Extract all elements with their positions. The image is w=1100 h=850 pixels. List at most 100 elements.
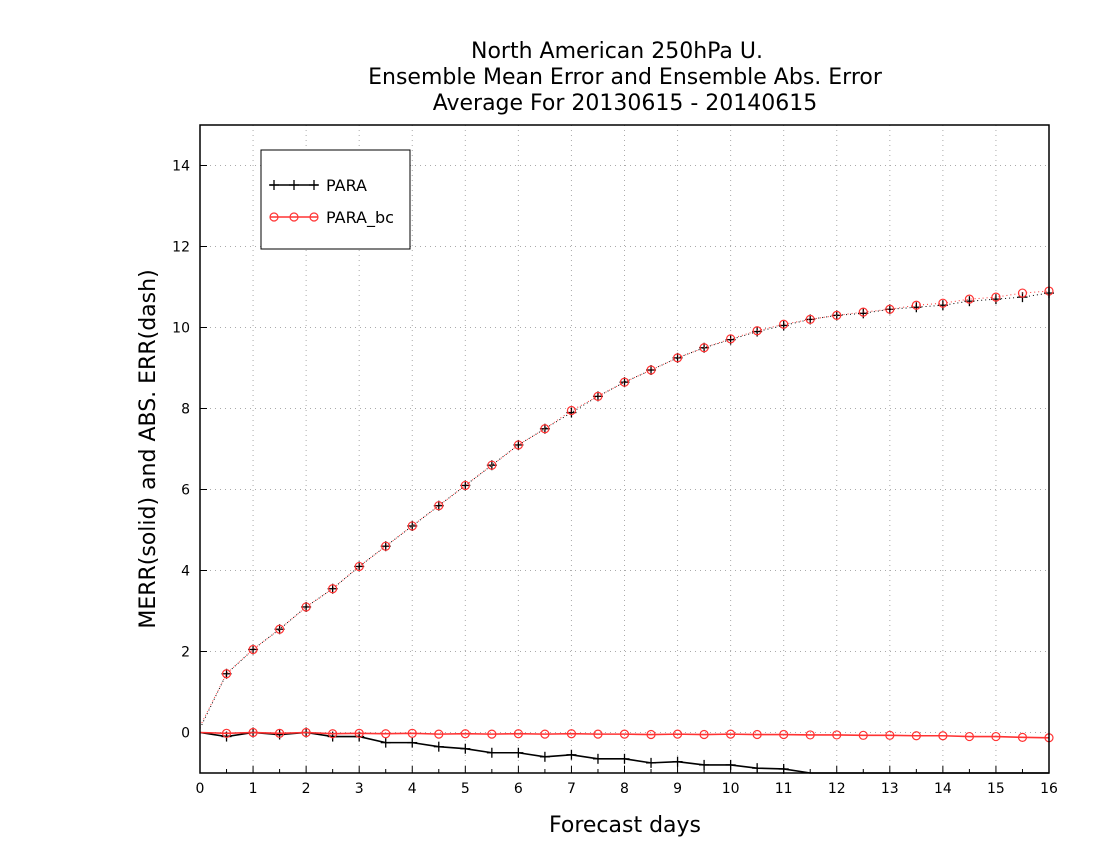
x-tick-label: 15: [987, 781, 1005, 797]
point-para-bc-abs-err: [832, 310, 842, 320]
point-para-merr: [752, 763, 763, 774]
point-para-bc-merr: [964, 731, 975, 742]
point-para-abs-err: [354, 561, 365, 572]
point-para-bc-merr: [1017, 732, 1028, 742]
plot-frame: [199, 124, 1050, 774]
point-para-bc-abs-err: [858, 307, 868, 317]
point-para-bc-abs-err: [566, 405, 577, 416]
x-tick-label: 4: [408, 781, 417, 797]
point-para-bc-merr: [726, 729, 736, 739]
point-para-bc-abs-err: [593, 391, 603, 401]
legend: PARA PARA_bc: [260, 149, 411, 250]
point-para-abs-err: [460, 480, 471, 491]
x-tick-label: 8: [620, 781, 629, 797]
point-para-abs-err: [805, 314, 816, 325]
x-axis-label: Forecast days: [549, 813, 701, 838]
point-para-abs-err: [592, 391, 603, 402]
point-para-bc-abs-err: [221, 669, 232, 679]
point-para-bc-abs-err: [752, 326, 762, 336]
point-para-merr: [380, 737, 391, 748]
point-para-abs-err: [301, 601, 312, 612]
series-para-bc-abs-err-line: [199, 290, 1050, 727]
point-para-bc-abs-err: [1017, 288, 1028, 298]
point-para-bc-merr: [938, 731, 948, 741]
y-axis-label: MERR(solid) and ABS. ERR(dash): [136, 269, 161, 628]
point-para-merr: [486, 747, 497, 758]
point-para-bc-abs-err: [487, 460, 497, 470]
point-para-bc-merr: [566, 729, 577, 739]
x-tick-label: 7: [567, 781, 576, 797]
point-para-bc-abs-err: [938, 298, 948, 308]
legend-label-para-bc: PARA_bc: [326, 208, 394, 228]
point-para-bc-abs-err: [301, 602, 311, 612]
point-para-merr: [407, 737, 418, 748]
point-para-bc-abs-err: [434, 501, 444, 511]
point-para-bc-abs-err: [964, 294, 975, 304]
x-tick-label: 9: [673, 781, 682, 797]
point-para-abs-err: [513, 439, 524, 450]
point-para-bc-merr: [513, 729, 523, 739]
series-para-abs-err-line: [199, 292, 1050, 729]
legend-box: [260, 149, 411, 250]
x-tick-label: 14: [934, 781, 952, 797]
chart-title-line-2: Ensemble Mean Error and Ensemble Abs. Er…: [368, 65, 883, 90]
point-para-merr: [460, 743, 471, 754]
point-para-bc-merr: [646, 729, 656, 740]
point-para-merr: [699, 759, 710, 770]
point-para-bc-abs-err: [460, 480, 470, 491]
x-tick-label: 11: [775, 781, 793, 797]
point-para-bc-merr: [248, 727, 258, 738]
point-para-abs-err: [327, 583, 338, 594]
point-para-bc-abs-err: [619, 377, 630, 387]
y-tick-label: 0: [181, 726, 190, 742]
point-para-bc-abs-err: [805, 314, 815, 324]
point-para-abs-err: [646, 365, 657, 376]
point-para-bc-merr: [593, 729, 603, 739]
y-tick-label: 8: [181, 402, 190, 418]
x-tick-label: 12: [828, 781, 846, 797]
x-tick-label: 1: [249, 781, 258, 797]
point-para-merr: [566, 749, 577, 760]
point-para-bc-abs-err: [646, 365, 656, 375]
y-tick-label: 14: [172, 159, 190, 175]
point-para-bc-merr: [407, 728, 417, 738]
point-para-abs-err: [433, 500, 444, 511]
x-tick-label: 2: [302, 781, 311, 797]
point-para-bc-abs-err: [274, 624, 285, 634]
point-para-bc-merr: [328, 729, 338, 739]
y-tick-label: 12: [172, 240, 190, 256]
grid: [200, 125, 1049, 773]
point-para-merr: [725, 759, 736, 770]
legend-marker-para-bc: [269, 212, 279, 222]
legend-marker-para: [269, 180, 279, 190]
point-para-abs-err: [672, 352, 683, 363]
point-para-bc-merr: [301, 727, 311, 738]
point-para-bc-abs-err: [540, 424, 550, 434]
point-para-bc-merr: [460, 729, 470, 739]
point-para-bc-merr: [779, 729, 789, 740]
point-para-merr: [672, 756, 683, 767]
point-para-bc-abs-err: [328, 584, 338, 594]
point-para-bc-abs-err: [381, 541, 391, 551]
point-para-bc-merr: [381, 729, 391, 739]
point-para-abs-err: [248, 644, 259, 655]
series-para-bc-merr-line: [199, 731, 1050, 739]
point-para-bc-merr: [540, 729, 550, 739]
point-para-bc-merr: [354, 728, 364, 738]
chart-title-line-1: North American 250hPa U.: [471, 39, 763, 64]
y-tick-label: 6: [181, 483, 190, 499]
point-para-abs-err: [380, 541, 391, 552]
x-tick-label: 13: [881, 781, 899, 797]
point-para-abs-err: [539, 423, 550, 434]
point-para-merr: [619, 753, 630, 764]
point-para-bc-abs-err: [991, 292, 1001, 302]
y-tick-label: 10: [172, 321, 190, 337]
point-para-bc-merr: [911, 731, 921, 741]
point-para-merr: [646, 757, 657, 768]
point-para-bc-abs-err: [699, 343, 709, 353]
point-para-bc-abs-err: [726, 334, 736, 344]
x-tick-label: 10: [722, 781, 740, 797]
point-para-bc-abs-err: [779, 319, 789, 329]
legend-label-para: PARA: [326, 176, 367, 195]
